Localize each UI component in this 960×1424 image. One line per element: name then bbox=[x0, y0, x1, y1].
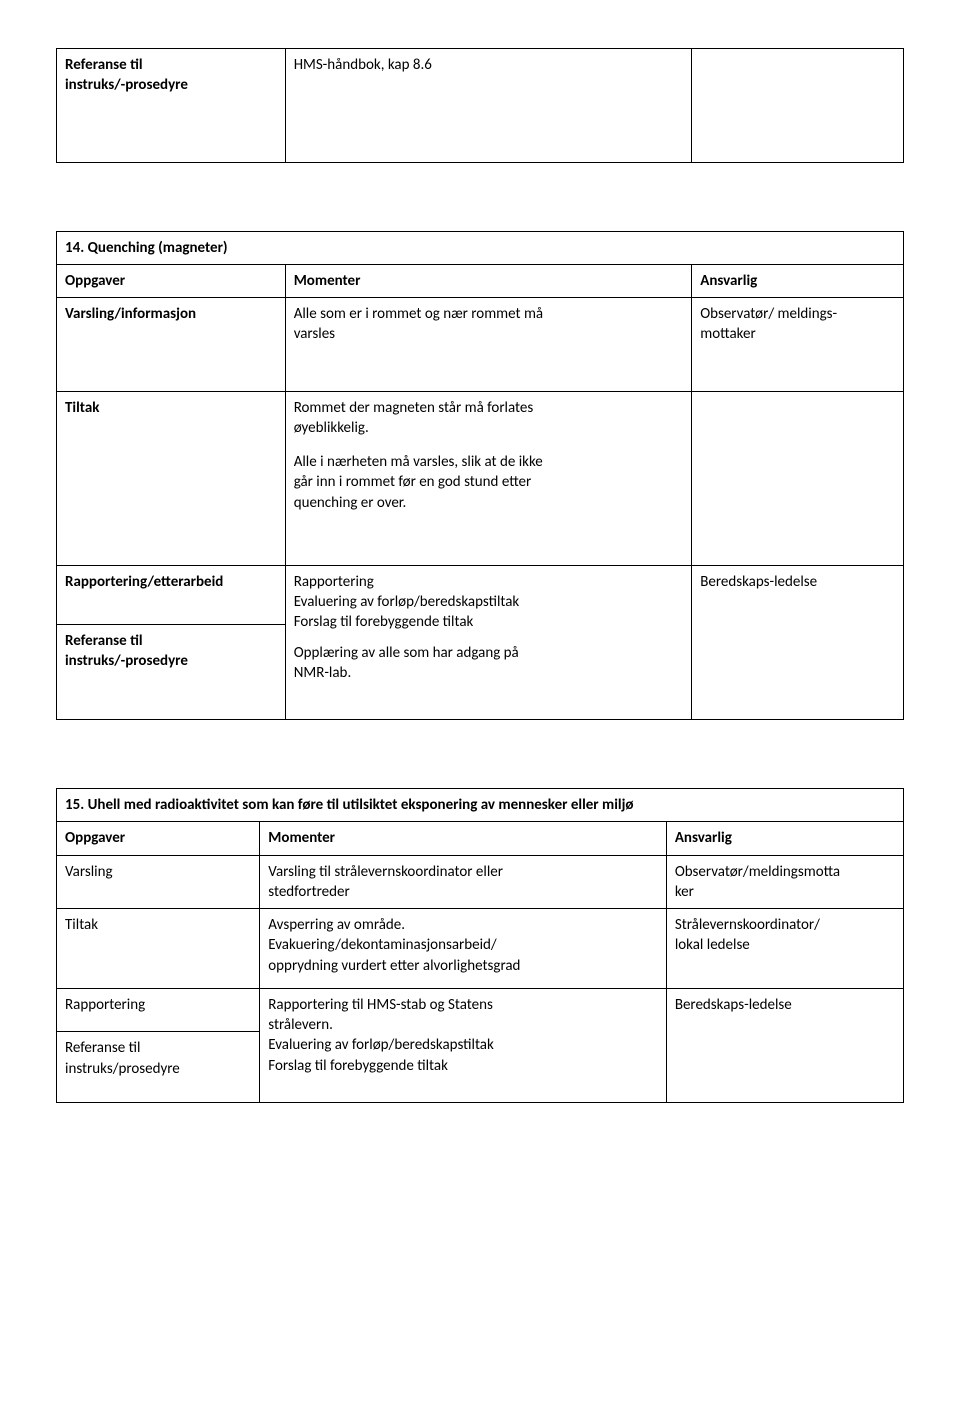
table-row: 15. Uhell med radioaktivitet som kan før… bbox=[57, 789, 904, 822]
text: Referanse til bbox=[65, 1039, 140, 1057]
text: Avsperring av område. bbox=[268, 916, 405, 934]
cell-rapportering: Rapportering bbox=[57, 988, 260, 1032]
cell-ansvarlig: Observatør/meldingsmotta ker bbox=[666, 855, 903, 909]
hdr-momenter: Momenter bbox=[260, 822, 667, 855]
text: Referanse til bbox=[65, 632, 143, 650]
text: mottaker bbox=[700, 325, 755, 343]
text: Observatør/ meldings- bbox=[700, 305, 837, 323]
table-row: Tiltak Avsperring av område. Evakuering/… bbox=[57, 909, 904, 989]
text: quenching er over. bbox=[294, 494, 407, 512]
cell-varsling: Varsling bbox=[57, 855, 260, 909]
cell-tiltak: Tiltak bbox=[57, 909, 260, 989]
text: Rapportering til HMS-stab og Statens bbox=[268, 996, 493, 1014]
table-row: Varsling/informasjon Alle som er i romme… bbox=[57, 298, 904, 392]
text: Observatør/meldingsmotta bbox=[675, 863, 840, 881]
cell-momenter: Avsperring av område. Evakuering/dekonta… bbox=[260, 909, 667, 989]
hdr-momenter: Momenter bbox=[285, 264, 692, 297]
text: Evaluering av forløp/beredskapstiltak bbox=[268, 1036, 494, 1054]
text: stedfortreder bbox=[268, 883, 349, 901]
table-ref-top: Referanse til instruks/-prosedyre HMS-hå… bbox=[56, 48, 904, 163]
table-row: Oppgaver Momenter Ansvarlig bbox=[57, 264, 904, 297]
text: lokal ledelse bbox=[675, 936, 750, 954]
table-section14: 14. Quenching (magneter) Oppgaver Moment… bbox=[56, 231, 904, 721]
cell-ref-value: HMS-håndbok, kap 8.6 bbox=[285, 49, 692, 163]
text: Referanse til bbox=[65, 56, 143, 74]
cell-momenter: Rapportering til HMS-stab og Statens str… bbox=[260, 988, 667, 1102]
text: varsles bbox=[294, 325, 335, 343]
text: Alle i nærheten må varsles, slik at de i… bbox=[294, 453, 543, 471]
section-heading: 15. Uhell med radioaktivitet som kan før… bbox=[57, 789, 904, 822]
cell-momenter: Varsling til strålevernskoordinator elle… bbox=[260, 855, 667, 909]
cell-empty bbox=[692, 49, 904, 163]
cell-ansvarlig: Strålevernskoordinator/ lokal ledelse bbox=[666, 909, 903, 989]
section-heading: 14. Quenching (magneter) bbox=[57, 231, 904, 264]
hdr-oppgaver: Oppgaver bbox=[57, 822, 260, 855]
cell-ref: Referanse til instruks/prosedyre bbox=[57, 1032, 260, 1102]
text: instruks/prosedyre bbox=[65, 1060, 180, 1078]
table-row: Tiltak Rommet der magneten står må forla… bbox=[57, 391, 904, 565]
cell-momenter: Rommet der magneten står må forlates øye… bbox=[285, 391, 692, 565]
text: Strålevernskoordinator/ bbox=[675, 916, 820, 934]
table-row: Oppgaver Momenter Ansvarlig bbox=[57, 822, 904, 855]
cell-tiltak: Tiltak bbox=[57, 391, 286, 565]
text: Varsling til strålevernskoordinator elle… bbox=[268, 863, 503, 881]
cell-ref: Referanse til instruks/-prosedyre bbox=[57, 624, 286, 719]
text: instruks/-prosedyre bbox=[65, 652, 188, 670]
text: ker bbox=[675, 883, 694, 901]
text: NMR-lab. bbox=[294, 664, 352, 682]
cell-momenter: Alle som er i rommet og nær rommet må va… bbox=[285, 298, 692, 392]
text: Forslag til forebyggende tiltak bbox=[268, 1057, 448, 1075]
text: Alle som er i rommet og nær rommet må bbox=[294, 305, 543, 323]
hdr-ansvarlig: Ansvarlig bbox=[692, 264, 904, 297]
table-row: Varsling Varsling til strålevernskoordin… bbox=[57, 855, 904, 909]
cell-empty bbox=[692, 391, 904, 565]
text: går inn i rommet før en god stund etter bbox=[294, 473, 532, 491]
cell-momenter: Rapportering Evaluering av forløp/bereds… bbox=[285, 565, 692, 719]
cell-rapportering: Rapportering/etterarbeid bbox=[57, 565, 286, 624]
cell-ref-label: Referanse til instruks/-prosedyre bbox=[57, 49, 286, 163]
table-row: Rapportering Rapportering til HMS-stab o… bbox=[57, 988, 904, 1032]
hdr-ansvarlig: Ansvarlig bbox=[666, 822, 903, 855]
text: Evaluering av forløp/beredskapstiltak bbox=[294, 593, 520, 611]
cell-ansvarlig: Beredskaps-ledelse bbox=[666, 988, 903, 1102]
text: instruks/-prosedyre bbox=[65, 76, 188, 94]
table-row: Referanse til instruks/-prosedyre HMS-hå… bbox=[57, 49, 904, 163]
text: strålevern. bbox=[268, 1016, 333, 1034]
text: Opplæring av alle som har adgang på bbox=[294, 644, 519, 662]
hdr-oppgaver: Oppgaver bbox=[57, 264, 286, 297]
table-section15: 15. Uhell med radioaktivitet som kan før… bbox=[56, 788, 904, 1103]
table-row: Rapportering/etterarbeid Rapportering Ev… bbox=[57, 565, 904, 624]
text: Forslag til forebyggende tiltak bbox=[294, 613, 474, 631]
text: Evakuering/dekontaminasjonsarbeid/ bbox=[268, 936, 496, 954]
cell-ansvarlig: Beredskaps-ledelse bbox=[692, 565, 904, 719]
text: Rapportering bbox=[294, 573, 374, 591]
text: opprydning vurdert etter alvorlighetsgra… bbox=[268, 957, 520, 975]
table-row: 14. Quenching (magneter) bbox=[57, 231, 904, 264]
cell-ansvarlig: Observatør/ meldings- mottaker bbox=[692, 298, 904, 392]
text: øyeblikkelig. bbox=[294, 419, 369, 437]
text: Rommet der magneten står må forlates bbox=[294, 399, 534, 417]
cell-varsling: Varsling/informasjon bbox=[57, 298, 286, 392]
